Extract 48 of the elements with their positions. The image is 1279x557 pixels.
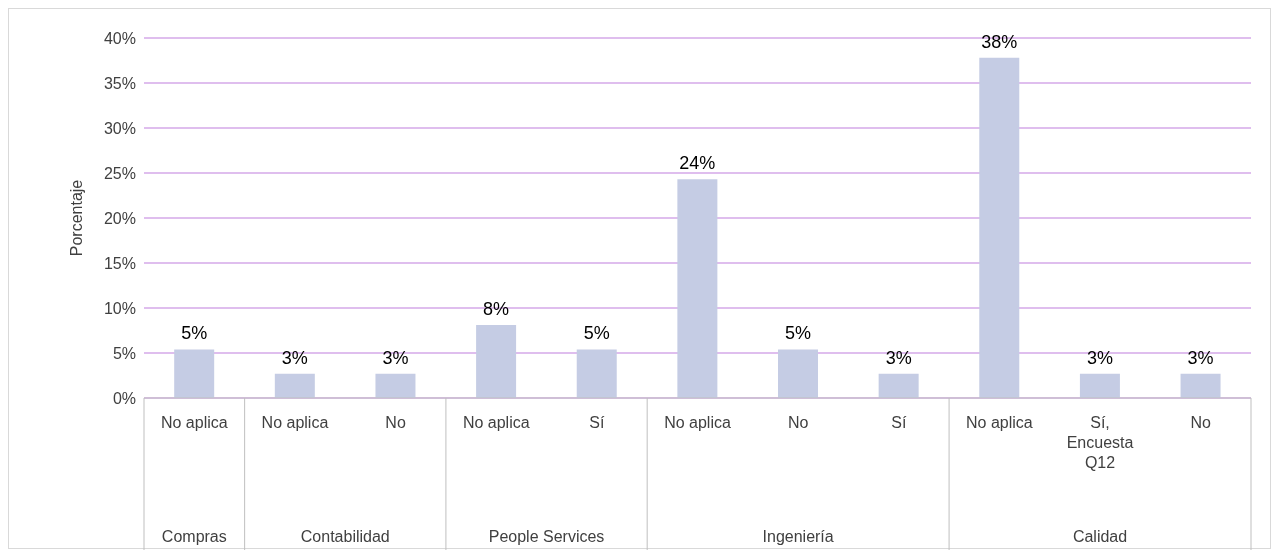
y-tick-label: 35% xyxy=(103,74,136,92)
y-tick-label: 10% xyxy=(103,299,136,317)
y-tick-label: 5% xyxy=(112,344,136,362)
data-label: 8% xyxy=(483,299,510,320)
y-tick-label: 40% xyxy=(103,29,136,47)
bar xyxy=(677,179,718,398)
bar xyxy=(1079,373,1120,398)
x-tick-label: Sí xyxy=(589,414,605,431)
y-tick-label: 20% xyxy=(103,209,136,227)
text: Contabilidad xyxy=(300,528,390,545)
x-tick-label: No aplica xyxy=(160,414,228,431)
bar xyxy=(878,373,919,398)
data-label: 3% xyxy=(1086,347,1113,368)
data-label: 5% xyxy=(181,323,208,344)
data-label: 3% xyxy=(382,347,409,368)
bar xyxy=(476,325,517,398)
x-tick-label: No aplica xyxy=(261,414,329,431)
y-tick-label: 0% xyxy=(112,389,136,407)
y-tick-label: 25% xyxy=(103,164,136,182)
x-tick-label: No xyxy=(1190,414,1212,431)
bar xyxy=(274,373,315,398)
text: People Services xyxy=(488,528,605,545)
x-tick-label: No xyxy=(787,414,809,431)
text: Compras xyxy=(161,528,227,545)
data-label: 3% xyxy=(281,347,308,368)
bar xyxy=(1180,373,1221,398)
x-tick-label: No aplica xyxy=(664,414,731,431)
bar xyxy=(778,349,819,398)
bar xyxy=(979,57,1020,398)
bar xyxy=(174,349,215,398)
x-tick-label: No xyxy=(385,414,406,431)
text: Ingeniería xyxy=(762,528,834,545)
y-axis-title: Porcentaje xyxy=(67,179,85,257)
data-label: 24% xyxy=(679,153,716,174)
x-tick-label: Sí xyxy=(891,414,907,431)
y-tick-label: 30% xyxy=(103,119,136,137)
data-label: 5% xyxy=(785,323,812,344)
data-label: 3% xyxy=(885,347,912,368)
x-tick-label: No aplica xyxy=(966,414,1033,431)
x-tick-label: Sí, Encuesta Q12 xyxy=(1066,414,1134,471)
x-tick-label: No aplica xyxy=(462,414,530,431)
bar xyxy=(576,349,617,398)
data-label: 38% xyxy=(981,31,1018,52)
text: Calidad xyxy=(1072,528,1128,545)
data-label: 5% xyxy=(583,323,610,344)
bar xyxy=(375,373,416,398)
y-tick-label: 15% xyxy=(103,254,136,272)
data-label: 3% xyxy=(1187,347,1214,368)
